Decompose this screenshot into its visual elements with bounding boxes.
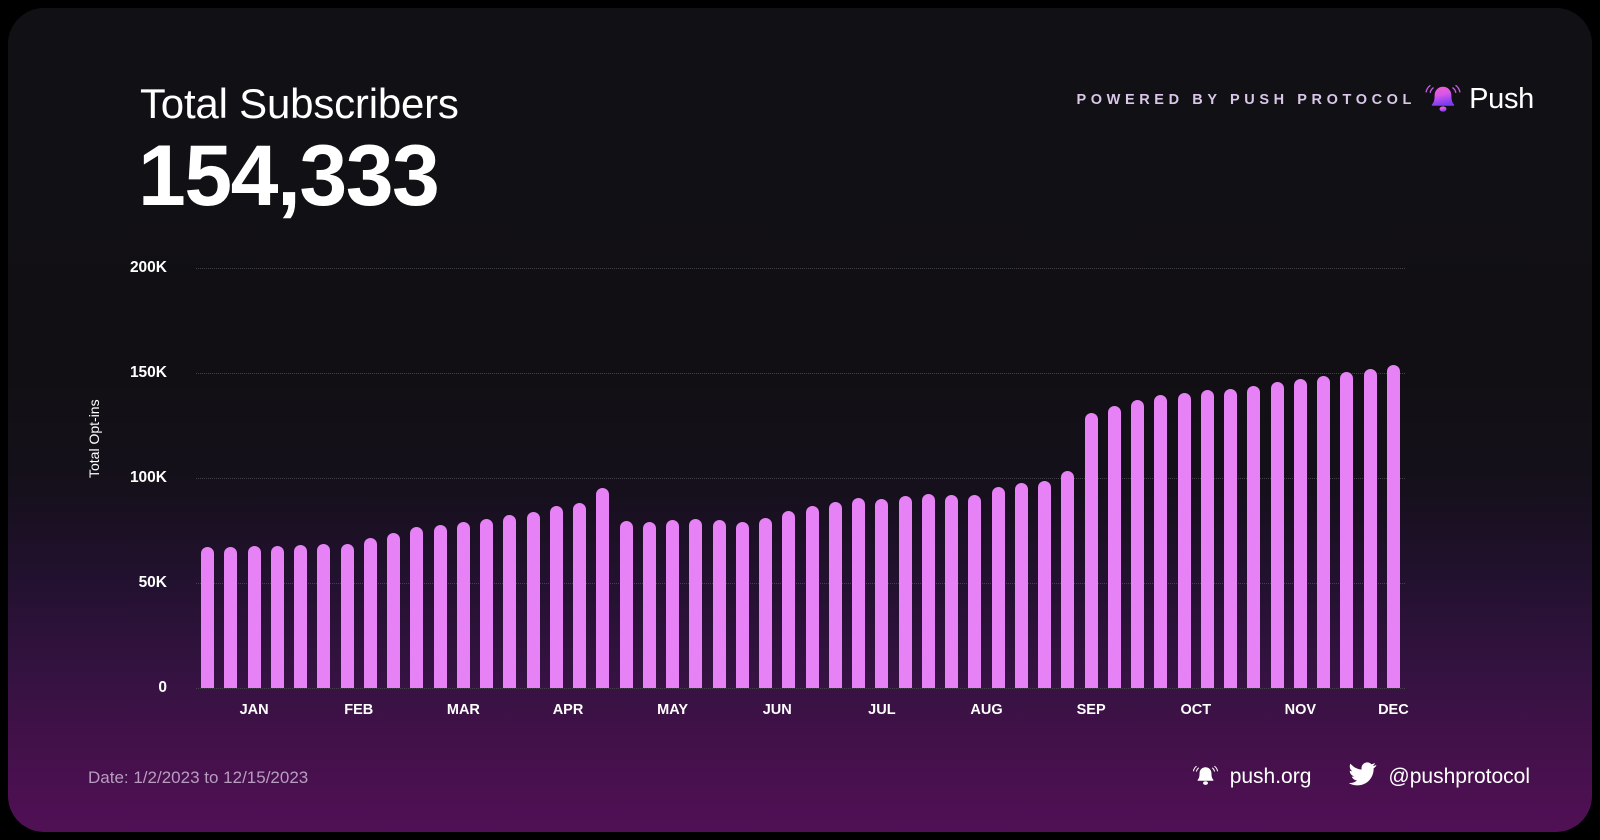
x-axis-tick-label: JUL: [868, 702, 896, 718]
x-axis-tick-label: OCT: [1180, 702, 1212, 718]
x-axis-tick-label: MAR: [446, 702, 480, 718]
bar[interactable]: [1270, 382, 1284, 688]
bar[interactable]: [1317, 376, 1331, 688]
y-axis-tick-label: 50K: [138, 574, 167, 591]
stats-card: Total Subscribers 154,333 POWERED BY PUS…: [8, 8, 1592, 832]
website-label: push.org: [1229, 764, 1312, 788]
bar[interactable]: [270, 546, 284, 688]
bar[interactable]: [1247, 385, 1261, 688]
bar[interactable]: [666, 520, 680, 688]
x-axis-tick-label: DEC: [1378, 702, 1409, 718]
x-axis-tick-label: SEP: [1076, 702, 1106, 718]
bar[interactable]: [875, 499, 889, 688]
powered-by-label: POWERED BY PUSH PROTOCOL: [1076, 92, 1416, 108]
bar[interactable]: [1084, 412, 1098, 688]
x-axis-tick-label: NOV: [1284, 702, 1317, 718]
bar[interactable]: [1038, 481, 1052, 688]
bar[interactable]: [805, 506, 819, 688]
bar-chart: [196, 268, 1405, 689]
bar[interactable]: [340, 543, 354, 688]
gridline: [196, 478, 1405, 479]
bar[interactable]: [549, 506, 563, 688]
bar[interactable]: [968, 495, 982, 688]
bar[interactable]: [410, 527, 424, 688]
bar[interactable]: [387, 533, 401, 688]
total-subscribers-value: 154,333: [138, 128, 440, 224]
y-axis-tick-label: 100K: [129, 469, 167, 486]
x-axis-tick-label: FEB: [344, 702, 374, 718]
bell-icon: [1424, 78, 1462, 121]
bar[interactable]: [782, 510, 796, 688]
bar[interactable]: [1293, 379, 1307, 688]
bar[interactable]: [1200, 390, 1214, 688]
y-axis-tick-label: 200K: [129, 259, 167, 276]
bar[interactable]: [503, 514, 517, 688]
date-range-label: Date: 1/2/2023 to 12/15/2023: [88, 768, 309, 787]
twitter-bird-icon: [1347, 759, 1377, 794]
bar[interactable]: [596, 488, 610, 688]
bar[interactable]: [921, 493, 935, 688]
bar[interactable]: [201, 547, 215, 688]
bar[interactable]: [945, 494, 959, 688]
twitter-link[interactable]: @pushprotocol: [1347, 759, 1530, 794]
website-link[interactable]: push.org: [1192, 761, 1312, 793]
footer-links: push.org @pushprotocol: [1192, 759, 1530, 794]
gridline: [196, 373, 1405, 374]
bar[interactable]: [294, 544, 308, 688]
bar[interactable]: [619, 521, 633, 688]
gridline: [196, 268, 1405, 269]
y-axis-tick-label: 150K: [129, 364, 167, 381]
bar[interactable]: [1061, 470, 1075, 688]
bar[interactable]: [642, 522, 656, 688]
gridline: [196, 688, 1405, 689]
bar[interactable]: [480, 518, 494, 688]
y-axis-tick-label: 0: [158, 679, 167, 696]
bar[interactable]: [759, 518, 773, 688]
bar[interactable]: [1224, 388, 1238, 688]
bar[interactable]: [456, 521, 470, 688]
bar[interactable]: [573, 503, 587, 688]
x-axis-tick-label: JUN: [762, 702, 792, 718]
bar[interactable]: [1014, 483, 1028, 688]
twitter-handle-label: @pushprotocol: [1388, 764, 1530, 788]
y-axis-label: Total Opt-ins: [86, 399, 102, 478]
bar[interactable]: [526, 511, 540, 688]
bar[interactable]: [1131, 400, 1145, 688]
bar[interactable]: [712, 520, 726, 688]
bar[interactable]: [852, 497, 866, 688]
bar[interactable]: [433, 525, 447, 688]
bar[interactable]: [735, 522, 749, 688]
bar[interactable]: [317, 543, 331, 688]
x-axis-tick-label: MAY: [657, 702, 689, 718]
bar[interactable]: [689, 518, 703, 688]
bar[interactable]: [898, 495, 912, 688]
bar[interactable]: [224, 546, 238, 688]
push-brand-logo: Push: [1424, 78, 1534, 121]
bar[interactable]: [1363, 369, 1377, 688]
bar[interactable]: [363, 537, 377, 688]
bar[interactable]: [1107, 405, 1121, 688]
x-axis-tick-label: JAN: [239, 702, 269, 718]
bar[interactable]: [1154, 395, 1168, 688]
bell-icon: [1192, 761, 1219, 793]
bar[interactable]: [1177, 392, 1191, 688]
x-axis-tick-label: AUG: [970, 702, 1003, 718]
brand-name-label: Push: [1469, 83, 1534, 115]
x-axis-tick-label: APR: [552, 702, 584, 718]
bar[interactable]: [991, 487, 1005, 688]
bar[interactable]: [247, 546, 261, 688]
bar[interactable]: [1386, 365, 1400, 688]
bars-group: [196, 268, 1405, 688]
bar[interactable]: [828, 502, 842, 688]
bar[interactable]: [1340, 371, 1354, 688]
gridline: [196, 583, 1405, 584]
page-title: Total Subscribers: [140, 80, 459, 127]
